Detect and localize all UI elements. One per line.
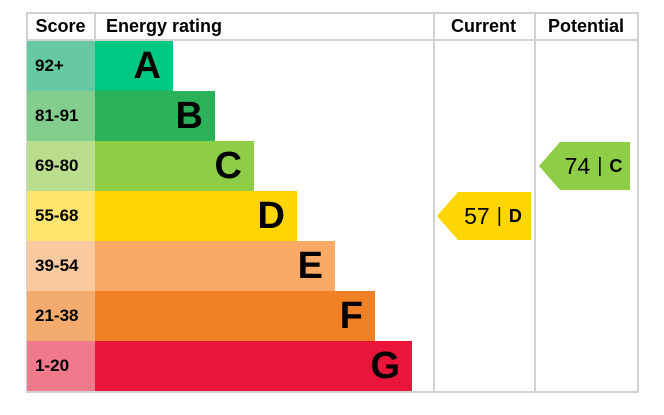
current-column-divider — [433, 12, 435, 393]
band-bar-e: E — [95, 241, 335, 291]
score-range-label: 1-20 — [27, 341, 95, 391]
score-range-label: 21-38 — [27, 291, 95, 341]
band-row-a: 92+ A — [27, 41, 412, 91]
band-letter: G — [370, 345, 400, 387]
band-bar-d: D — [95, 191, 297, 241]
band-row-c: 69-80 C — [27, 141, 412, 191]
band-letter: F — [339, 295, 363, 337]
band-bar-a: A — [95, 41, 173, 91]
current-rating-band: D — [508, 205, 522, 226]
potential-rating-band: C — [609, 155, 623, 176]
band-letter: B — [175, 95, 203, 137]
table-bottom-border — [26, 391, 639, 393]
table-top-border — [26, 12, 639, 14]
band-bar-b: B — [95, 91, 215, 141]
band-rows: 92+ A 81-91 B 69-80 C 55-68 D 39-54 E 21-38 F 1-20 G — [27, 41, 412, 391]
band-row-b: 81-91 B — [27, 91, 412, 141]
band-row-g: 1-20 G — [27, 341, 412, 391]
score-range-label: 55-68 — [27, 191, 95, 241]
potential-rating-separator: | — [597, 154, 603, 177]
score-range-label: 69-80 — [27, 141, 95, 191]
band-letter: E — [297, 245, 323, 287]
score-range-label: 92+ — [27, 41, 95, 91]
band-row-f: 21-38 F — [27, 291, 412, 341]
band-letter: D — [257, 195, 285, 237]
score-column-divider — [94, 12, 96, 41]
potential-rating-value: 74 — [564, 152, 591, 179]
score-range-label: 81-91 — [27, 91, 95, 141]
band-letter: A — [133, 45, 161, 87]
score-column-header: Score — [35, 16, 86, 36]
current-rating-value: 57 — [464, 202, 490, 229]
band-bar-c: C — [95, 141, 254, 191]
potential-column-header: Potential — [547, 16, 624, 36]
current-rating-arrow: 57 | D — [437, 192, 531, 240]
band-row-e: 39-54 E — [27, 241, 412, 291]
band-bar-g: G — [95, 341, 412, 391]
table-right-border — [637, 12, 639, 393]
band-letter: C — [214, 145, 242, 187]
potential-column-divider — [534, 12, 536, 393]
band-row-d: 55-68 D — [27, 191, 412, 241]
potential-rating-arrow: 74 | C — [539, 142, 630, 190]
energy-rating-column-header: Energy rating — [106, 16, 223, 36]
score-range-label: 39-54 — [27, 241, 95, 291]
current-rating-separator: | — [496, 204, 502, 227]
header-bottom-border — [26, 39, 639, 41]
band-bar-f: F — [95, 291, 375, 341]
current-column-header: Current — [450, 16, 516, 36]
